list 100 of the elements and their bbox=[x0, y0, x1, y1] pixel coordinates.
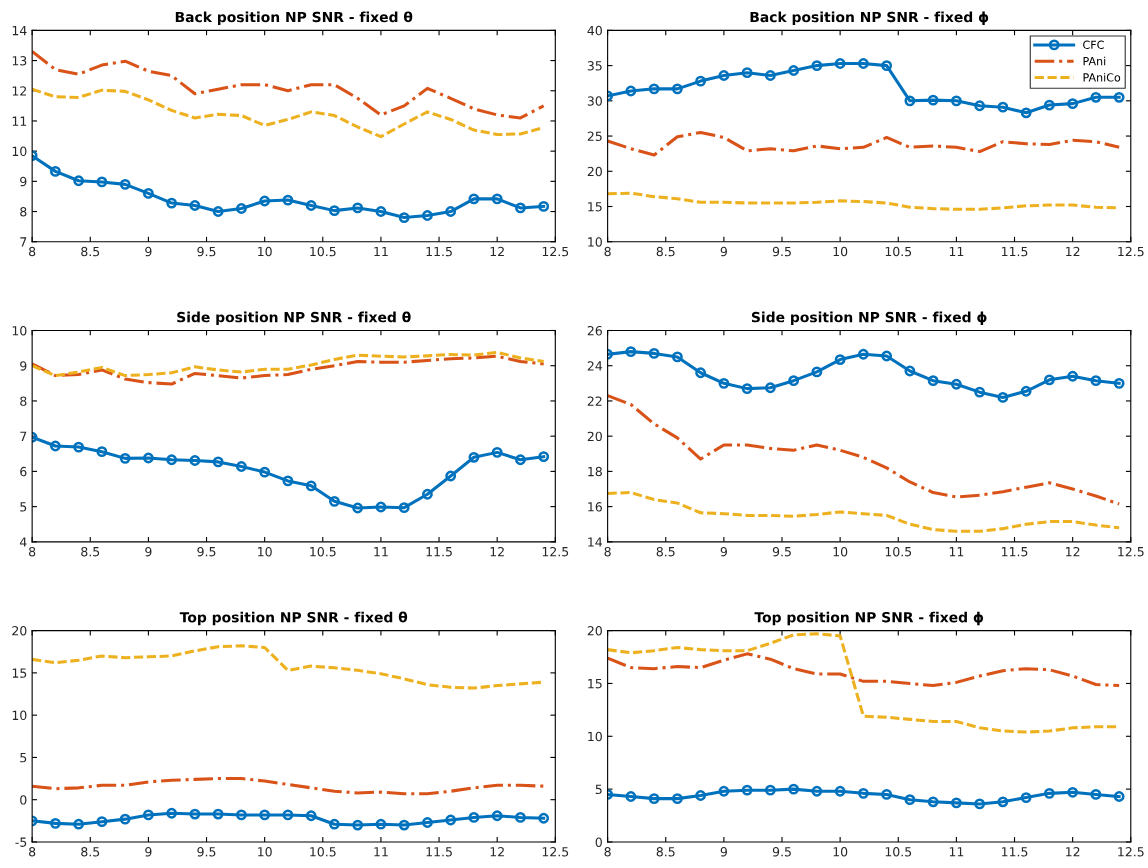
y-tick-label: 5 bbox=[20, 753, 27, 763]
legend-label: PAniCo bbox=[1083, 73, 1121, 82]
y-tick-label: 6 bbox=[20, 466, 27, 477]
point bbox=[96, 816, 108, 828]
x-tick-label: 9 bbox=[720, 847, 727, 857]
point bbox=[49, 440, 61, 452]
point bbox=[166, 197, 178, 209]
point bbox=[422, 817, 433, 828]
point bbox=[259, 195, 271, 207]
x-tick-label: 12 bbox=[1066, 847, 1080, 857]
y-tick-label: 14 bbox=[12, 26, 27, 36]
x-tick-label: 8 bbox=[604, 246, 611, 257]
point bbox=[904, 365, 916, 377]
x-tick-label: 11 bbox=[949, 847, 964, 857]
point bbox=[166, 807, 178, 819]
point bbox=[625, 346, 637, 358]
point bbox=[648, 347, 660, 359]
point bbox=[49, 817, 61, 829]
y-tick-label: 10 bbox=[12, 710, 27, 721]
point bbox=[741, 383, 753, 395]
point bbox=[927, 375, 939, 387]
point bbox=[1020, 107, 1032, 119]
point bbox=[788, 375, 800, 387]
legend-label: PAni bbox=[1083, 56, 1106, 66]
x-tick-label: 11.5 bbox=[1001, 547, 1028, 557]
point bbox=[352, 202, 364, 214]
point bbox=[189, 200, 201, 211]
x-tick-label: 9.5 bbox=[772, 847, 791, 857]
point bbox=[398, 819, 410, 831]
point bbox=[375, 501, 387, 513]
x-tick-label: 10.5 bbox=[310, 246, 336, 257]
point bbox=[1067, 98, 1079, 110]
y-tick-label: 10 bbox=[12, 146, 27, 157]
point bbox=[445, 814, 457, 826]
chart-title: Top position NP SNR - fixed θ bbox=[179, 611, 408, 626]
point bbox=[881, 350, 893, 362]
y-tick-label: 10 bbox=[588, 731, 602, 742]
y-tick-label: 15 bbox=[588, 679, 602, 689]
point bbox=[491, 193, 503, 205]
line-series bbox=[607, 394, 1121, 506]
point bbox=[212, 456, 224, 468]
point bbox=[718, 377, 730, 389]
y-tick-label: 20 bbox=[12, 626, 27, 636]
point bbox=[950, 95, 962, 107]
y-tick-label: 25 bbox=[587, 131, 602, 141]
point bbox=[375, 818, 387, 830]
point bbox=[764, 382, 776, 394]
point bbox=[997, 392, 1009, 403]
x-tick-label: 10 bbox=[258, 847, 272, 857]
point bbox=[73, 175, 85, 187]
point bbox=[142, 809, 154, 821]
point bbox=[741, 67, 753, 79]
point bbox=[625, 85, 637, 97]
x-tick-label: 9 bbox=[145, 546, 152, 557]
x-tick-label: 8.5 bbox=[656, 246, 675, 257]
x-tick-label: 11.5 bbox=[1001, 246, 1028, 257]
y-tick-label: 7 bbox=[20, 431, 27, 441]
point bbox=[1020, 385, 1032, 397]
x-tick-label: 9.5 bbox=[772, 546, 791, 557]
point bbox=[235, 809, 247, 821]
point bbox=[695, 75, 707, 87]
point bbox=[259, 466, 271, 478]
point bbox=[305, 480, 317, 492]
x-tick-label: 10.5 bbox=[310, 546, 336, 557]
x-tick-label: 9 bbox=[720, 546, 727, 557]
point bbox=[352, 819, 364, 831]
point bbox=[445, 206, 457, 217]
point bbox=[329, 818, 340, 830]
point bbox=[445, 470, 457, 482]
point bbox=[282, 809, 294, 821]
y-tick-label: 5 bbox=[20, 502, 27, 512]
y-tick-label: 40 bbox=[587, 25, 602, 36]
x-tick-label: 8 bbox=[29, 847, 36, 857]
line-series bbox=[32, 354, 546, 386]
point bbox=[491, 810, 503, 822]
point bbox=[212, 808, 224, 820]
point bbox=[329, 205, 340, 217]
point bbox=[142, 188, 154, 199]
y-tick-label: 9 bbox=[20, 361, 27, 371]
point bbox=[119, 813, 131, 825]
x-tick-label: 11.5 bbox=[426, 246, 452, 257]
point bbox=[764, 70, 776, 81]
point bbox=[1113, 91, 1125, 103]
y-tick-label: 15 bbox=[12, 668, 27, 678]
y-tick-label: 35 bbox=[587, 61, 602, 71]
point bbox=[974, 100, 986, 112]
point bbox=[648, 83, 660, 95]
point bbox=[468, 193, 480, 205]
point bbox=[375, 206, 387, 217]
point bbox=[857, 348, 869, 360]
x-tick-label: 8.5 bbox=[81, 546, 100, 557]
legend-label: CFC bbox=[1083, 40, 1104, 49]
point bbox=[1113, 377, 1125, 389]
point bbox=[515, 202, 526, 214]
x-tick-label: 9.5 bbox=[772, 246, 791, 257]
y-tick-label: 11 bbox=[12, 116, 27, 126]
x-tick-label: 8 bbox=[604, 546, 611, 557]
point bbox=[1067, 370, 1079, 382]
x-tick-label: 11.5 bbox=[1001, 847, 1028, 857]
x-tick-label: 12.5 bbox=[542, 847, 569, 857]
